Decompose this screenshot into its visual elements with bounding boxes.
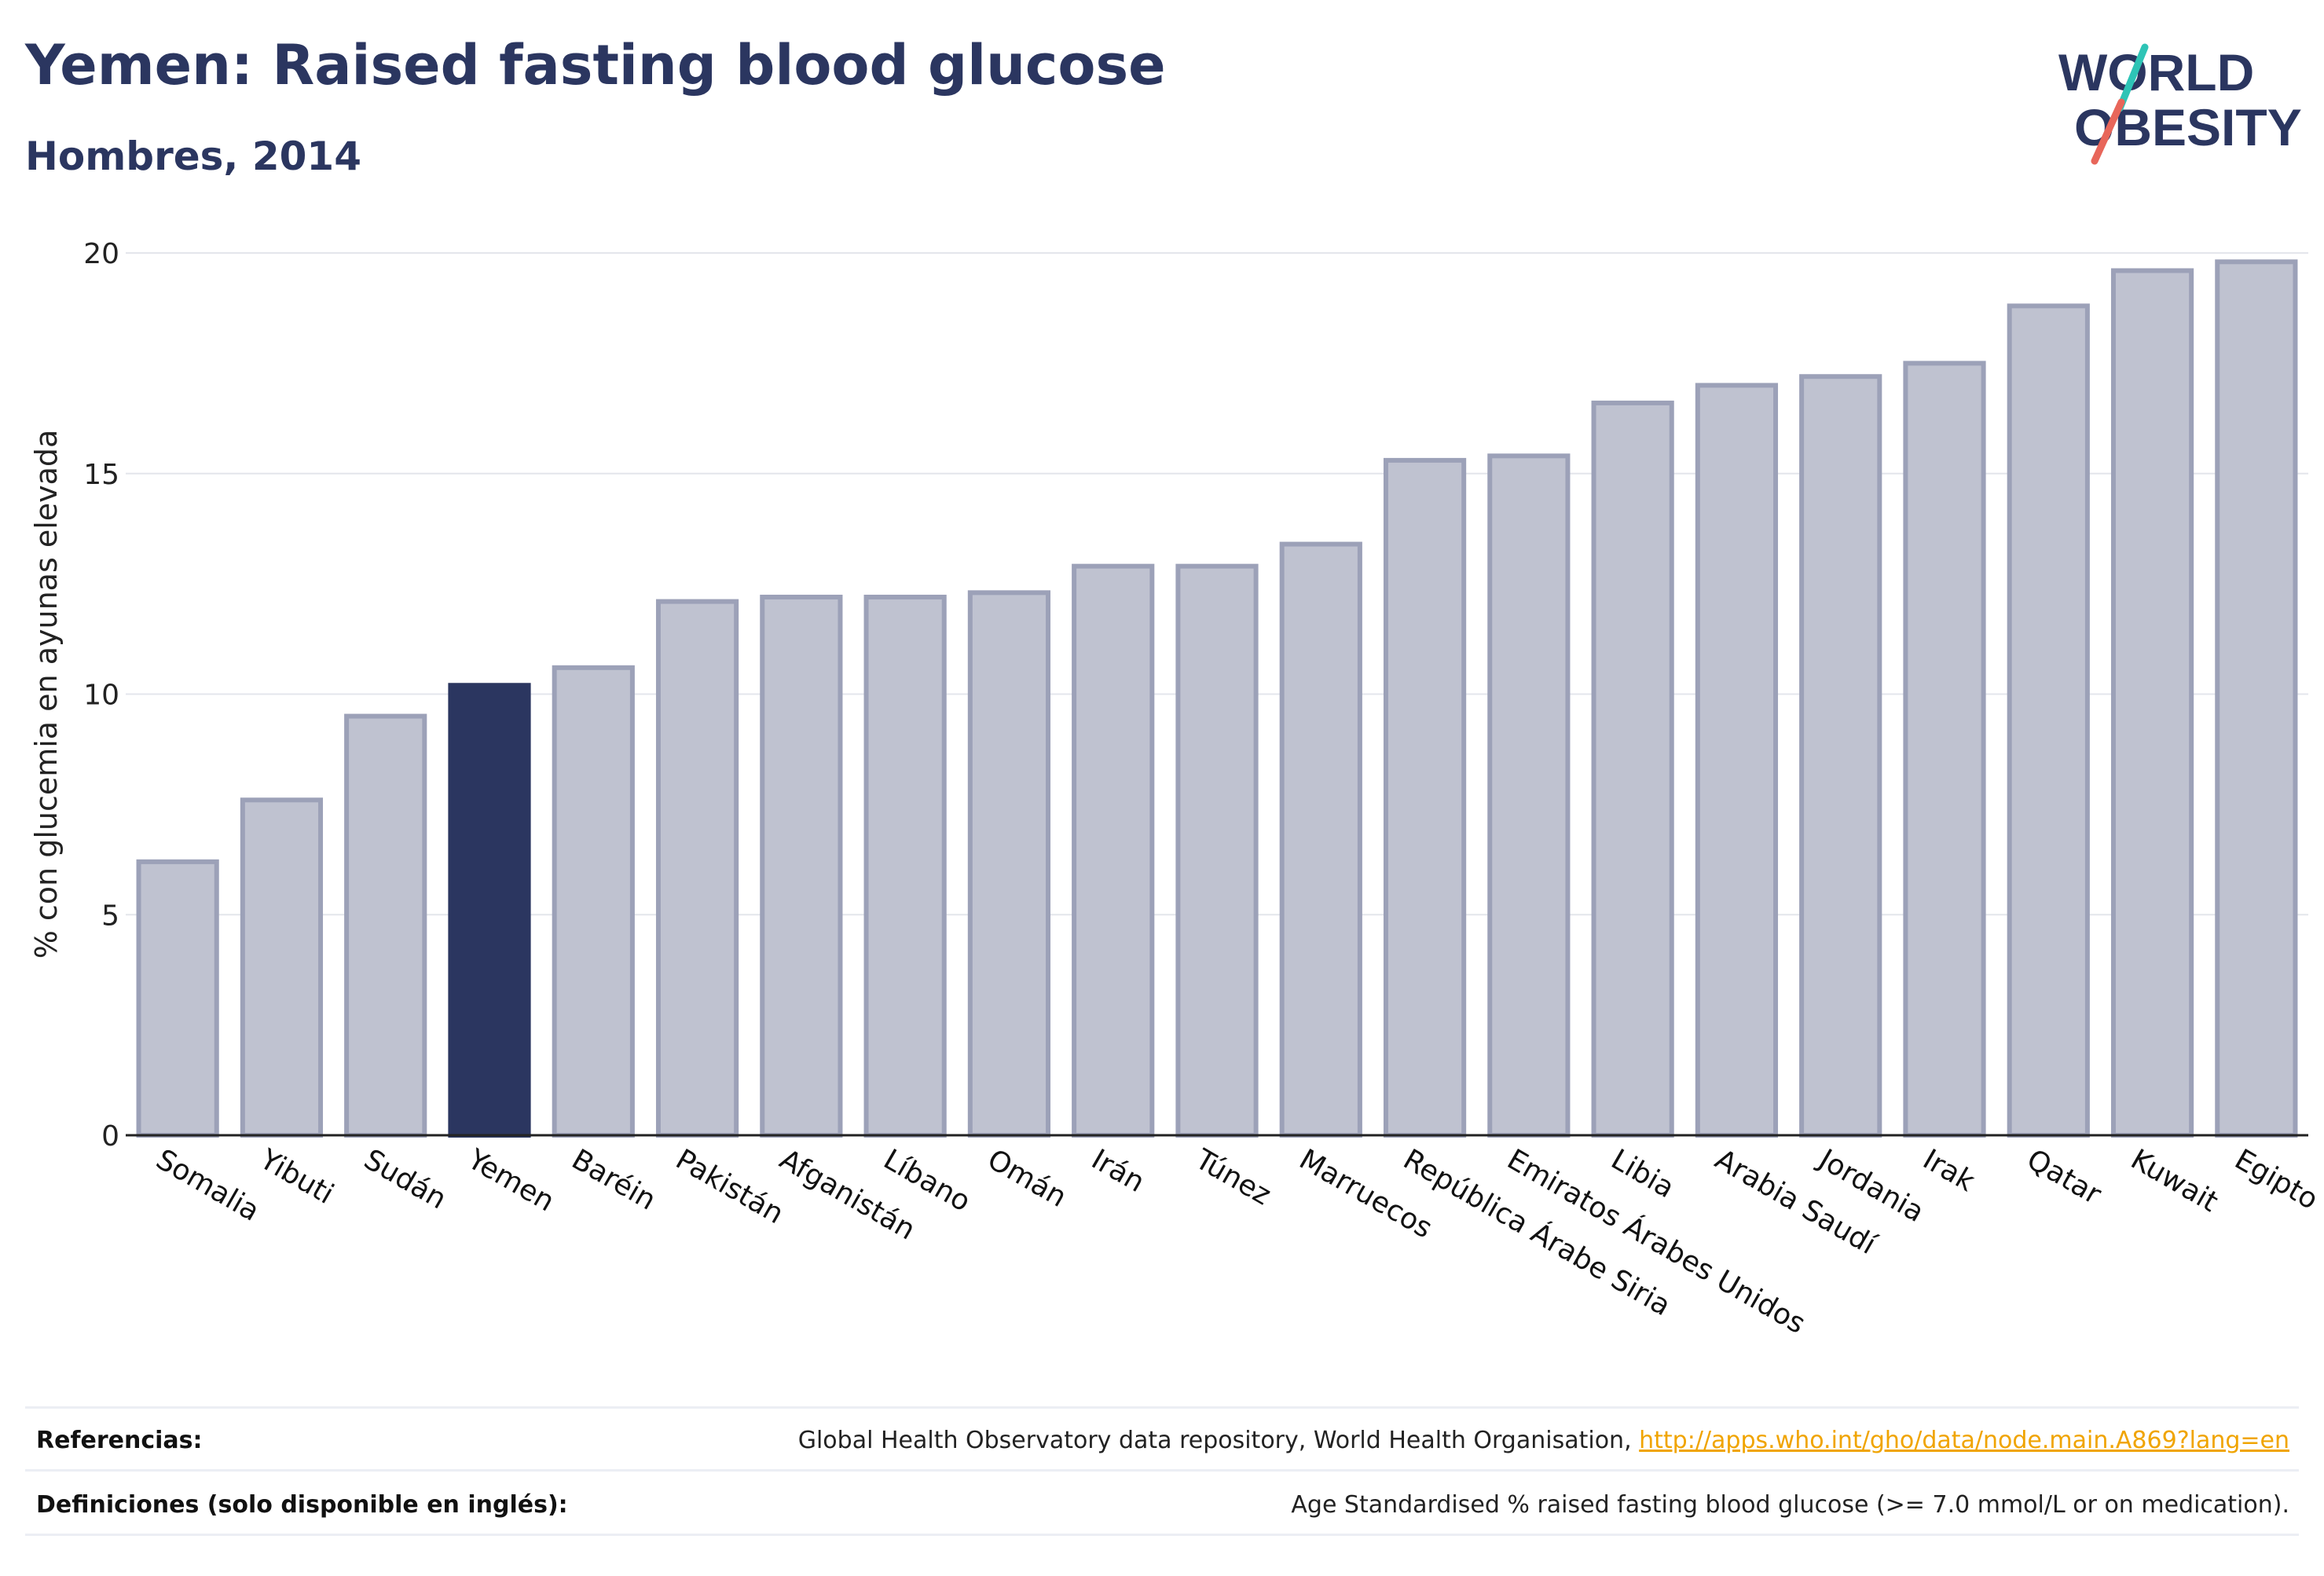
bar-pakist-n (655, 599, 739, 1138)
x-tick-label: Sudán (358, 1143, 452, 1215)
y-tick-label: 0 (101, 1120, 119, 1153)
x-tick-label: Baréin (566, 1143, 662, 1216)
references-value: Global Health Observatory data repositor… (798, 1427, 2289, 1454)
x-tick-label: Irán (1086, 1143, 1149, 1199)
y-tick-label: 15 (83, 459, 119, 491)
logo-slash-teal (2116, 43, 2149, 112)
x-tick-label: Yemen (462, 1143, 560, 1219)
bar-libia (1591, 400, 1674, 1138)
bar-l-bano (863, 594, 947, 1138)
x-tick-label: Qatar (2022, 1143, 2106, 1211)
logo-slash-coral (2091, 98, 2125, 165)
x-tick-label: Túnez (1189, 1143, 1277, 1212)
bar-sud-n (344, 713, 427, 1138)
chart-title: Yemen: Raised fasting blood glucose (25, 33, 1166, 97)
footer-divider-bottom (25, 1534, 2299, 1536)
definitions-value: Age Standardised % raised fasting blood … (1291, 1491, 2289, 1519)
bar-qatar (2007, 303, 2090, 1138)
bar-egipto (2215, 259, 2298, 1138)
bar-emiratos-rabes-unidos (1487, 453, 1571, 1138)
x-tick-label: Irak (1918, 1143, 1981, 1198)
y-tick-label: 10 (83, 680, 119, 712)
footer-divider-middle (25, 1469, 2299, 1472)
chart-subtitle: Hombres, 2014 (25, 134, 361, 179)
bar-kuwait (2110, 268, 2194, 1138)
x-tick-label: Kuwait (2125, 1143, 2223, 1219)
bar-om-n (967, 590, 1051, 1138)
bar-yemen (448, 683, 531, 1138)
bar-somalia (136, 859, 219, 1138)
bar-bar-in (552, 665, 635, 1138)
bar-ir-n (1072, 563, 1155, 1138)
y-tick-label: 20 (83, 238, 119, 270)
bar-arabia-saud- (1695, 383, 1779, 1138)
references-text: Global Health Observatory data repositor… (797, 1427, 1640, 1454)
bar-afganist-n (760, 594, 843, 1138)
bar-jordania (1799, 374, 1882, 1138)
references-link[interactable]: http://apps.who.int/gho/data/node.main.A… (1639, 1427, 2289, 1454)
bar-marruecos (1279, 541, 1362, 1138)
bar-yibuti (240, 797, 324, 1138)
bar-rep-blica-rabe-siria (1383, 457, 1467, 1138)
x-tick-label: Egipto (2229, 1143, 2323, 1216)
footer-divider-top (25, 1406, 2299, 1409)
y-tick-label: 5 (101, 900, 119, 932)
bar-t-nez (1175, 563, 1259, 1138)
y-tick-labels: 0 5 10 15 20 (83, 238, 119, 1153)
x-tick-label: Yibuti (254, 1143, 339, 1211)
references-label: Referencias: (36, 1427, 203, 1454)
x-tick-label: Omán (982, 1143, 1072, 1214)
x-tick-label: Pakistán (670, 1143, 789, 1230)
definitions-label: Definiciones (solo disponible en inglés)… (36, 1491, 568, 1519)
bars (136, 259, 2298, 1138)
world-obesity-logo: WORLD OBESITY (2058, 43, 2302, 165)
logo-text-top: WORLD (2058, 43, 2254, 101)
x-tick-label: Libia (1606, 1143, 1680, 1204)
x-tick-label: Somalia (151, 1143, 265, 1228)
bar-irak (1903, 361, 1986, 1138)
y-axis-label: % con glucemia en ayunas elevada (29, 430, 64, 959)
